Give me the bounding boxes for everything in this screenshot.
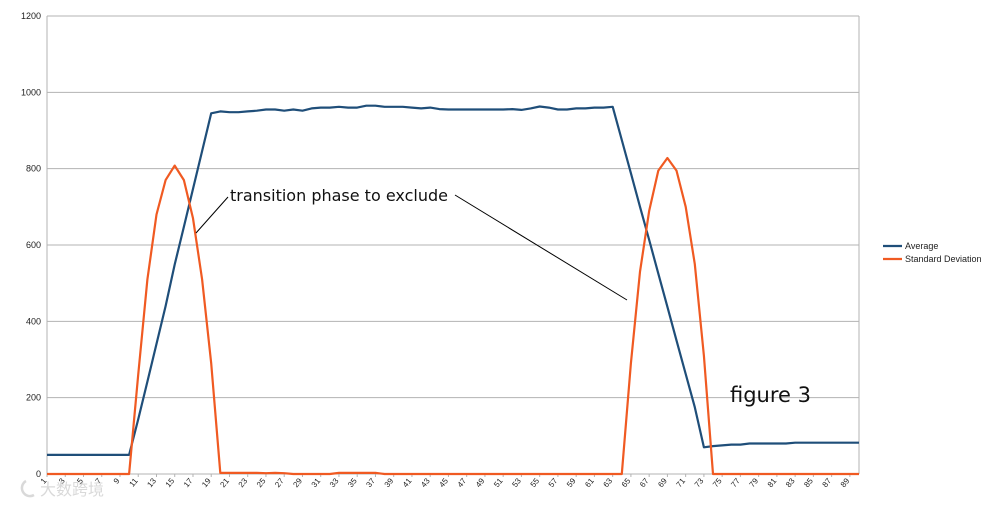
y-tick-label: 1200 xyxy=(21,11,41,21)
x-tick-label: 57 xyxy=(547,476,560,489)
x-tick-label: 5 xyxy=(75,476,85,486)
watermark-c-icon xyxy=(20,479,35,498)
annotation-leader-left xyxy=(195,196,229,234)
x-tick-label: 67 xyxy=(638,476,651,489)
x-tick-label: 7 xyxy=(94,476,104,486)
x-tick-label: 81 xyxy=(766,476,779,489)
y-tick-label: 0 xyxy=(36,469,41,479)
x-tick-label: 33 xyxy=(328,476,341,489)
x-tick-label: 37 xyxy=(364,476,377,489)
annotation-leader-right xyxy=(454,194,628,301)
x-axis-ticks: 1 3 5 7 9 11 13 15 17 19 21 23 25 27 29 31 33 35 37 39 41 43 4… xyxy=(39,474,852,489)
x-tick-label: 31 xyxy=(310,476,323,489)
series-line-average xyxy=(47,104,859,456)
x-tick-label: 69 xyxy=(656,476,669,489)
x-tick-label: 41 xyxy=(401,476,414,489)
y-tick-label: 1000 xyxy=(21,87,41,97)
x-tick-label: 53 xyxy=(510,476,523,489)
x-tick-label: 25 xyxy=(255,476,268,489)
annotation-figure-label: figure 3 xyxy=(730,383,811,407)
x-tick-label: 29 xyxy=(291,476,304,489)
x-tick-label: 73 xyxy=(693,476,706,489)
x-tick-label: 27 xyxy=(273,476,286,489)
watermark-text: 大数跨境 xyxy=(40,480,104,499)
y-tick-label: 400 xyxy=(26,316,41,326)
y-axis-ticks: 0 200 400 600 800 1000 1200 xyxy=(21,11,41,479)
x-tick-label: 35 xyxy=(346,476,359,489)
x-tick-label: 19 xyxy=(200,476,213,489)
x-tick-label: 47 xyxy=(456,476,469,489)
annotation-transition-phase: transition phase to exclude xyxy=(230,186,448,205)
x-tick-label: 77 xyxy=(729,476,742,489)
x-tick-label: 1 xyxy=(39,476,49,486)
gridlines xyxy=(46,15,860,475)
x-tick-label: 23 xyxy=(237,476,250,489)
x-tick-label: 45 xyxy=(437,476,450,489)
x-tick-label: 89 xyxy=(839,476,852,489)
x-tick-label: 9 xyxy=(112,476,122,486)
x-tick-label: 85 xyxy=(802,476,815,489)
legend: Average Standard Deviation xyxy=(883,241,982,264)
series-line-standard-deviation xyxy=(47,156,859,476)
x-tick-label: 21 xyxy=(218,476,231,489)
y-tick-label: 600 xyxy=(26,240,41,250)
x-tick-label: 71 xyxy=(675,476,688,489)
x-tick-label: 49 xyxy=(474,476,487,489)
x-tick-label: 15 xyxy=(164,476,177,489)
x-tick-label: 51 xyxy=(492,476,505,489)
x-tick-label: 75 xyxy=(711,476,724,489)
x-tick-label: 3 xyxy=(57,476,67,486)
x-tick-label: 39 xyxy=(383,476,396,489)
x-tick-label: 13 xyxy=(145,476,158,489)
y-tick-label: 200 xyxy=(26,393,41,403)
x-tick-label: 65 xyxy=(620,476,633,489)
x-tick-label: 59 xyxy=(565,476,578,489)
x-tick-label: 11 xyxy=(128,476,141,489)
y-tick-label: 800 xyxy=(26,164,41,174)
legend-label: Standard Deviation xyxy=(905,254,982,264)
x-tick-label: 43 xyxy=(419,476,432,489)
legend-label: Average xyxy=(905,241,938,251)
series-lines xyxy=(47,104,859,476)
x-tick-label: 79 xyxy=(748,476,761,489)
x-tick-label: 83 xyxy=(784,476,797,489)
x-tick-label: 61 xyxy=(583,476,596,489)
x-tick-label: 55 xyxy=(529,476,542,489)
x-tick-label: 63 xyxy=(602,476,615,489)
x-tick-label: 17 xyxy=(182,476,195,489)
watermark-logo: 大数跨境 xyxy=(20,479,104,499)
x-tick-label: 87 xyxy=(821,476,834,489)
